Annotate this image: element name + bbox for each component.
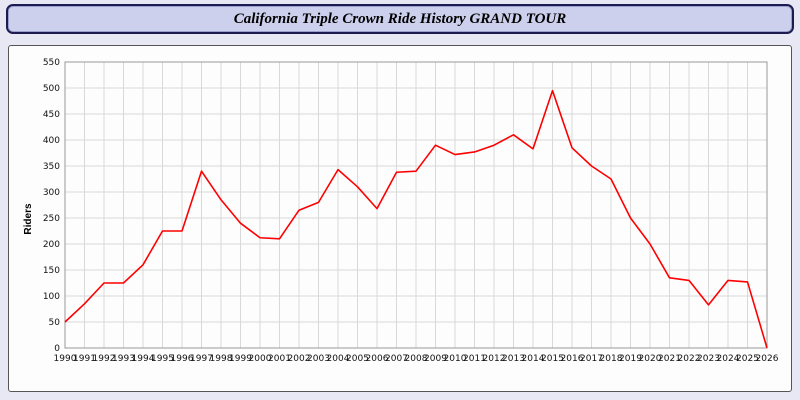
svg-text:1993: 1993 — [112, 354, 135, 364]
svg-text:450: 450 — [43, 110, 60, 120]
svg-text:350: 350 — [43, 162, 60, 172]
svg-text:1992: 1992 — [93, 354, 116, 364]
svg-text:250: 250 — [43, 214, 60, 224]
svg-text:2000: 2000 — [249, 354, 272, 364]
svg-text:500: 500 — [43, 84, 60, 94]
svg-text:2016: 2016 — [561, 354, 584, 364]
svg-text:2003: 2003 — [307, 354, 330, 364]
svg-text:50: 50 — [49, 318, 61, 328]
line-chart: 0501001502002503003504004505005501990199… — [43, 58, 779, 364]
svg-text:2025: 2025 — [736, 354, 759, 364]
svg-text:2007: 2007 — [385, 354, 408, 364]
svg-text:550: 550 — [43, 58, 60, 68]
svg-text:2021: 2021 — [658, 354, 681, 364]
svg-text:1991: 1991 — [73, 354, 96, 364]
svg-text:2013: 2013 — [502, 354, 525, 364]
svg-text:100: 100 — [43, 292, 60, 302]
svg-text:2023: 2023 — [697, 354, 720, 364]
svg-text:2018: 2018 — [600, 354, 623, 364]
svg-text:150: 150 — [43, 266, 60, 276]
svg-text:1998: 1998 — [210, 354, 233, 364]
svg-text:1997: 1997 — [190, 354, 213, 364]
svg-text:2019: 2019 — [619, 354, 642, 364]
svg-text:2026: 2026 — [756, 354, 779, 364]
svg-text:200: 200 — [43, 240, 60, 250]
svg-text:1990: 1990 — [54, 354, 77, 364]
svg-text:2008: 2008 — [405, 354, 428, 364]
svg-text:1996: 1996 — [171, 354, 194, 364]
svg-text:0: 0 — [54, 344, 60, 354]
svg-text:300: 300 — [43, 188, 60, 198]
svg-text:2024: 2024 — [717, 354, 740, 364]
svg-text:2005: 2005 — [346, 354, 369, 364]
chart-panel: Riders 0 50 100 150 200 250 300 350 400 450 500 550… — [8, 45, 792, 392]
svg-text:1994: 1994 — [132, 354, 155, 364]
svg-text:2015: 2015 — [541, 354, 564, 364]
svg-text:2002: 2002 — [288, 354, 311, 364]
svg-text:2009: 2009 — [424, 354, 447, 364]
svg-text:2012: 2012 — [483, 354, 506, 364]
svg-text:2022: 2022 — [678, 354, 701, 364]
svg-text:2006: 2006 — [366, 354, 389, 364]
svg-text:2017: 2017 — [580, 354, 603, 364]
chart-title-bar: California Triple Crown Ride History GRA… — [6, 4, 794, 34]
svg-text:1999: 1999 — [229, 354, 252, 364]
svg-text:1995: 1995 — [151, 354, 174, 364]
svg-text:2004: 2004 — [327, 354, 350, 364]
svg-text:400: 400 — [43, 136, 60, 146]
page-title: California Triple Crown Ride History GRA… — [233, 10, 567, 27]
svg-text:2011: 2011 — [463, 354, 486, 364]
svg-text:2014: 2014 — [522, 354, 545, 364]
svg-text:2010: 2010 — [444, 354, 467, 364]
svg-text:2001: 2001 — [268, 354, 291, 364]
svg-text:2020: 2020 — [639, 354, 662, 364]
